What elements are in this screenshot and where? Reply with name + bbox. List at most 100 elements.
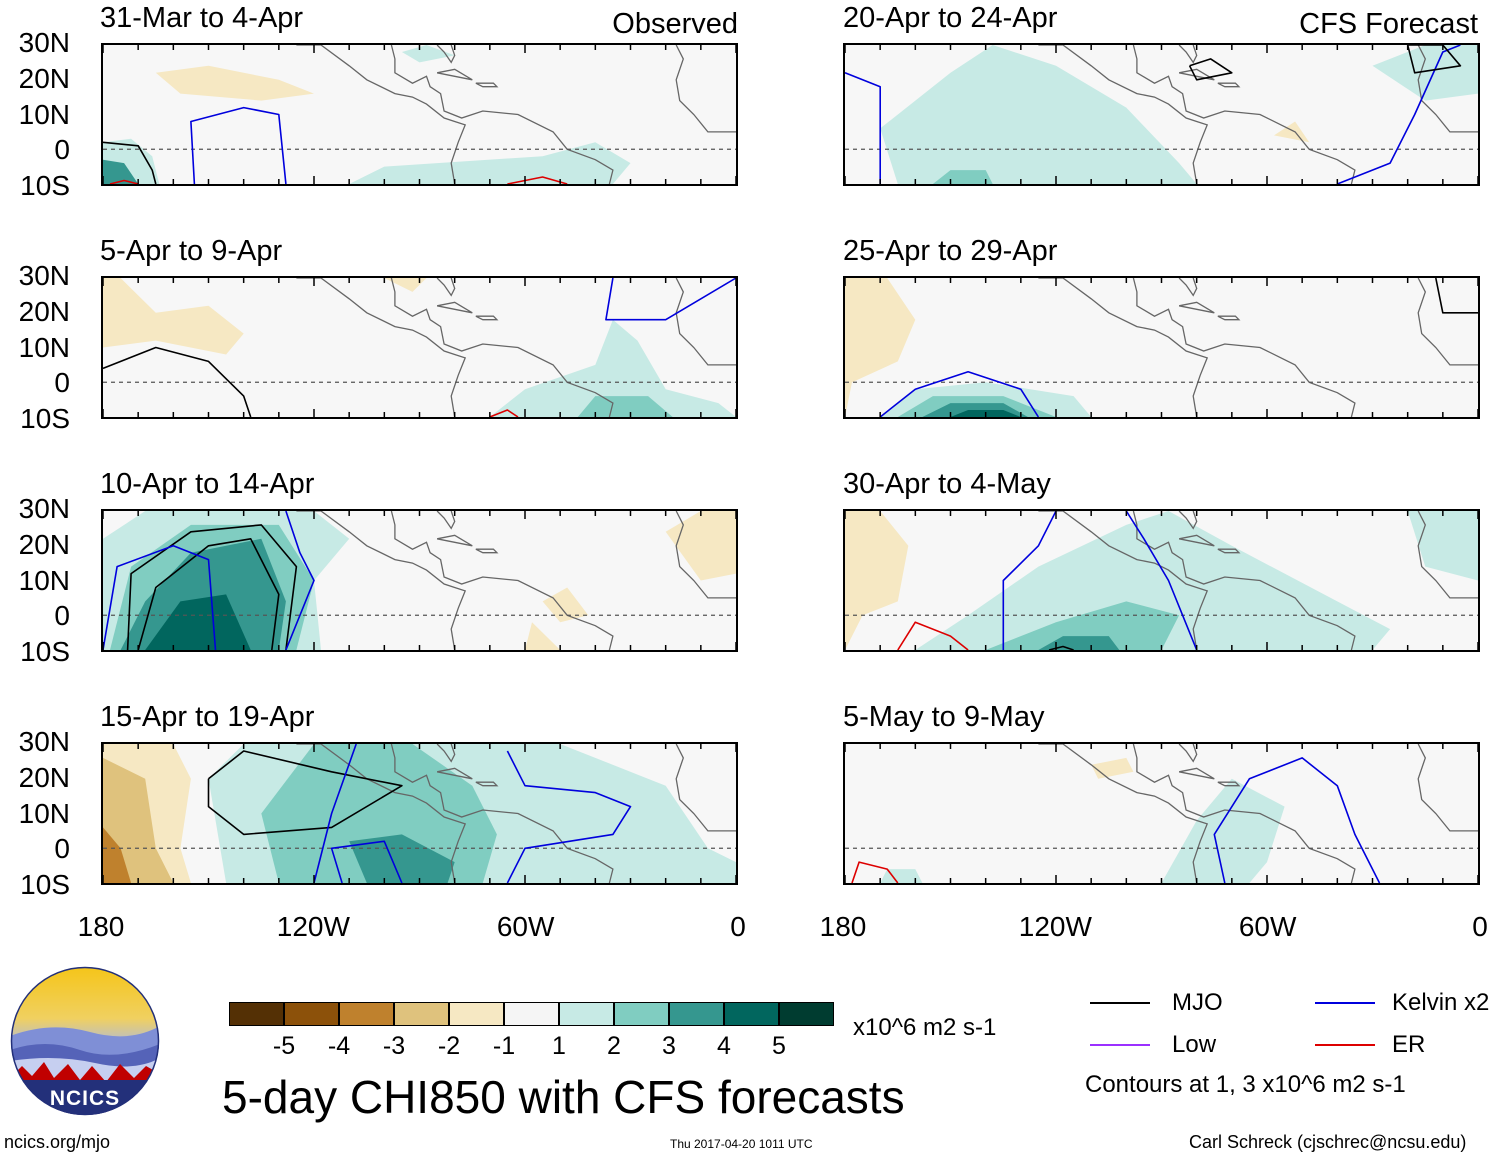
contour-o2-0 bbox=[103, 346, 252, 417]
contour-o1-3 bbox=[507, 176, 568, 184]
map-panel-f3 bbox=[843, 509, 1480, 652]
contour-f2-0 bbox=[879, 371, 1040, 417]
coastline-f2-0 bbox=[1038, 278, 1209, 417]
colorbar-label-3: -2 bbox=[437, 1032, 461, 1060]
coastline-f3-2 bbox=[1178, 511, 1198, 530]
legend-label-kelvin: Kelvin x2 bbox=[1392, 989, 1490, 1016]
coastline-f4-0 bbox=[1038, 744, 1209, 883]
colorbar-label-8: 4 bbox=[717, 1032, 731, 1060]
shading-region-o3-5 bbox=[542, 587, 589, 623]
contour-o3-2 bbox=[103, 544, 217, 650]
colorbar-box-2 bbox=[339, 1002, 394, 1026]
coastline-o4-1 bbox=[390, 744, 614, 883]
coastline-f1-0 bbox=[1038, 45, 1209, 184]
coastline-f1-2 bbox=[1178, 45, 1198, 64]
coastline-o3-4 bbox=[475, 548, 499, 554]
panel-title-o2: 5-Apr to 9-Apr bbox=[100, 235, 283, 267]
coastline-f3-3 bbox=[1178, 534, 1215, 547]
coastline-f2-2 bbox=[1178, 278, 1198, 297]
lat-label-2-3: 0 bbox=[54, 600, 70, 632]
lat-label-1-3: 0 bbox=[54, 367, 70, 399]
contour-o3-3 bbox=[285, 511, 315, 650]
colorbar-box-6 bbox=[559, 1002, 614, 1026]
colorbar-box-4 bbox=[449, 1002, 504, 1026]
colorbar-label-7: 3 bbox=[662, 1032, 676, 1060]
lat-label-0-0: 30N bbox=[18, 27, 70, 58]
lat-label-1-1: 20N bbox=[18, 295, 70, 327]
coastline-o4-5 bbox=[675, 744, 736, 832]
coastline-o4-4 bbox=[475, 781, 499, 787]
contour-f3-1 bbox=[1125, 511, 1198, 650]
colorbar-box-9 bbox=[724, 1002, 779, 1026]
shading-region-f1-0 bbox=[880, 45, 1197, 184]
shading-region-o4-5 bbox=[349, 834, 455, 883]
shading-region-o1-3 bbox=[349, 142, 631, 184]
contour-f3-2 bbox=[897, 621, 969, 650]
lat-label-0-3: 0 bbox=[54, 134, 70, 166]
coastline-f1-4 bbox=[1217, 82, 1241, 88]
colorbar-box-10 bbox=[779, 1002, 834, 1026]
panel-title-o4: 15-Apr to 19-Apr bbox=[100, 701, 315, 733]
coastline-f4-1 bbox=[1132, 744, 1356, 883]
coastline-f2-5 bbox=[1417, 278, 1478, 366]
map-panel-o4 bbox=[101, 742, 738, 885]
contour-f3-0 bbox=[1002, 511, 1057, 650]
shading-region-f3-0 bbox=[845, 511, 909, 650]
chart-title: 5-day CHI850 with CFS forecasts bbox=[222, 1071, 905, 1123]
colorbar-label-1: -4 bbox=[327, 1032, 351, 1060]
contour-f3-3 bbox=[1048, 645, 1074, 650]
colorbar-box-0 bbox=[229, 1002, 284, 1026]
coastline-f3-0 bbox=[1038, 511, 1209, 650]
footer-timestamp: Thu 2017-04-20 1011 UTC bbox=[670, 1137, 813, 1151]
map-svg-o4 bbox=[103, 744, 736, 883]
shading-region-o1-1 bbox=[103, 159, 139, 184]
map-svg-o3 bbox=[103, 511, 736, 650]
coastline-o2-1 bbox=[390, 278, 614, 417]
observed-label: Observed bbox=[612, 8, 738, 40]
shading-region-o2-0 bbox=[103, 278, 244, 355]
map-panel-f2 bbox=[843, 276, 1480, 419]
legend-label-mjo: MJO bbox=[1172, 989, 1223, 1016]
contour-o1-0 bbox=[103, 141, 157, 184]
contour-o4-3 bbox=[330, 840, 403, 883]
shading-region-o4-2 bbox=[103, 827, 132, 883]
lat-label-1-0: 30N bbox=[18, 260, 70, 291]
contour-f1-0 bbox=[845, 72, 882, 184]
lon-label-0-3: 0 bbox=[730, 911, 746, 942]
panel-title-f3: 30-Apr to 4-May bbox=[843, 468, 1051, 500]
contour-f1-3 bbox=[1406, 45, 1462, 74]
colorbar-label-9: 5 bbox=[772, 1032, 786, 1060]
panel-title-o3: 10-Apr to 14-Apr bbox=[100, 468, 315, 500]
map-panel-o3 bbox=[101, 509, 738, 652]
lat-label-3-0: 30N bbox=[18, 726, 70, 757]
coastline-o2-2 bbox=[436, 278, 456, 297]
colorbar-box-8 bbox=[669, 1002, 724, 1026]
coastline-o2-4 bbox=[475, 315, 499, 321]
colorbar-label-2: -3 bbox=[382, 1032, 406, 1060]
lat-label-0-1: 20N bbox=[18, 62, 70, 94]
legend-line-low bbox=[1090, 1044, 1150, 1046]
coastline-f2-1 bbox=[1132, 278, 1356, 417]
lat-label-2-0: 30N bbox=[18, 493, 70, 524]
coastline-f3-4 bbox=[1217, 548, 1241, 554]
coastline-f4-5 bbox=[1417, 744, 1478, 832]
shading-region-f2-0 bbox=[845, 278, 916, 417]
contour-o2-2 bbox=[489, 409, 519, 417]
ncics-logo-graphic: NCICS bbox=[10, 966, 160, 1116]
lon-label-1-2: 60W bbox=[1238, 911, 1297, 942]
lat-label-0-2: 10N bbox=[18, 98, 70, 130]
lat-label-1-4: 10S bbox=[20, 403, 70, 434]
map-panel-f1 bbox=[843, 43, 1480, 186]
contour-o1-1 bbox=[190, 106, 287, 184]
map-svg-o2 bbox=[103, 278, 736, 417]
coastline-o4-3 bbox=[436, 767, 473, 780]
colorbar-label-6: 2 bbox=[607, 1032, 621, 1060]
colorbar-box-5 bbox=[504, 1002, 559, 1026]
shading-region-o3-3 bbox=[145, 594, 251, 650]
footer-url: ncics.org/mjo bbox=[4, 1132, 111, 1152]
coastline-o3-1 bbox=[390, 511, 614, 650]
lat-label-2-4: 10S bbox=[20, 636, 70, 667]
contour-f4-1 bbox=[851, 861, 899, 883]
colorbar-box-1 bbox=[284, 1002, 339, 1026]
panel-title-o1: 31-Mar to 4-Apr bbox=[100, 2, 304, 34]
